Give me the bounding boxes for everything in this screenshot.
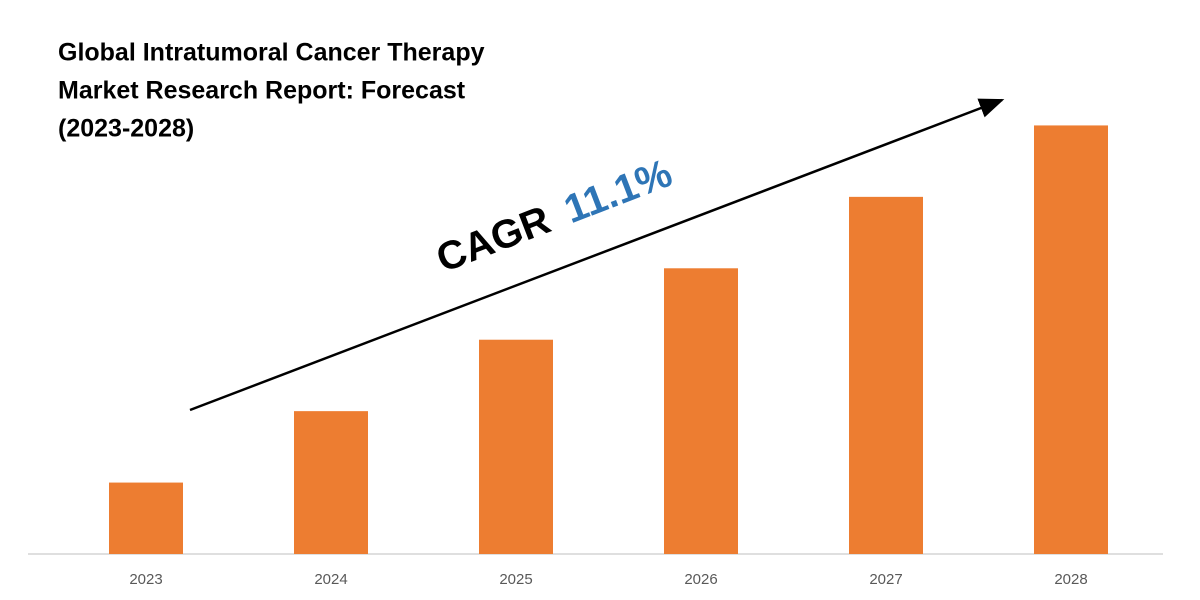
- x-tick-label: 2023: [129, 571, 162, 588]
- trend-arrow: [189, 98, 1005, 412]
- chart-title: (2023-2028): [58, 115, 194, 143]
- bar: [849, 196, 923, 554]
- bar: [109, 482, 183, 554]
- x-tick-label: 2027: [869, 571, 902, 588]
- chart-title: Market Research Report: Forecast: [58, 77, 466, 105]
- bar: [1034, 125, 1108, 554]
- bar: [294, 411, 368, 554]
- cagr-value: 11.1%: [558, 151, 678, 232]
- x-tick-label: 2024: [314, 571, 347, 588]
- x-tick-label: 2025: [499, 571, 532, 588]
- x-tick-label: 2028: [1054, 571, 1087, 588]
- cagr-label: CAGR: [430, 197, 556, 280]
- bar: [664, 268, 738, 554]
- bar: [479, 339, 553, 554]
- cagr-annotation: CAGR 11.1%: [430, 151, 677, 281]
- chart-title: Global Intratumoral Cancer Therapy: [58, 39, 485, 67]
- x-tick-label: 2026: [684, 571, 717, 588]
